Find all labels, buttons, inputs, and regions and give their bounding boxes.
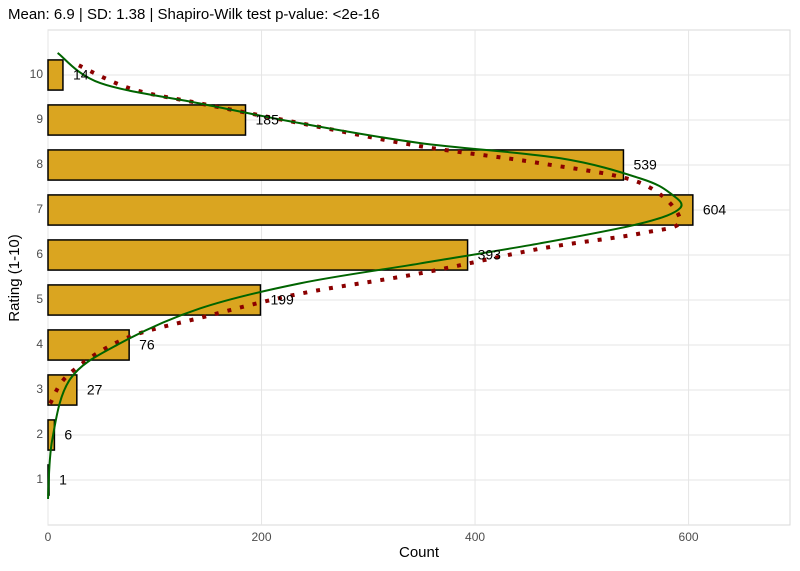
x-tick-label: 600 — [679, 530, 699, 544]
y-tick-label: 1 — [36, 472, 43, 486]
data-label: 185 — [256, 112, 280, 128]
data-label: 6 — [64, 427, 72, 443]
data-label: 393 — [478, 247, 502, 263]
y-axis-label: Rating (1-10) — [6, 234, 23, 322]
x-tick-label: 400 — [465, 530, 485, 544]
x-tick-label: 200 — [252, 530, 272, 544]
data-label: 14 — [73, 67, 89, 83]
bar — [47, 194, 694, 226]
y-tick-label: 2 — [36, 427, 43, 441]
data-label: 199 — [270, 292, 294, 308]
bar — [47, 59, 64, 91]
data-label: 1 — [59, 472, 67, 488]
y-tick-label: 9 — [36, 112, 43, 126]
y-tick-label: 10 — [30, 67, 44, 81]
data-label: 539 — [633, 157, 657, 173]
y-tick-label: 5 — [36, 292, 43, 306]
bar — [47, 239, 469, 271]
y-tick-label: 6 — [36, 247, 43, 261]
y-tick-label: 4 — [36, 337, 43, 351]
y-tick-label: 7 — [36, 202, 43, 216]
data-label: 27 — [87, 382, 103, 398]
density-curve — [47, 52, 683, 499]
x-axis-label: Count — [399, 544, 440, 561]
x-tick-label: 0 — [45, 530, 52, 544]
y-tick-label: 3 — [36, 382, 43, 396]
y-tick-label: 8 — [36, 157, 43, 171]
data-label: 76 — [139, 337, 155, 353]
chart-title: Mean: 6.9 | SD: 1.38 | Shapiro-Wilk test… — [8, 6, 380, 23]
data-label: 604 — [703, 202, 727, 218]
bar — [47, 104, 247, 136]
